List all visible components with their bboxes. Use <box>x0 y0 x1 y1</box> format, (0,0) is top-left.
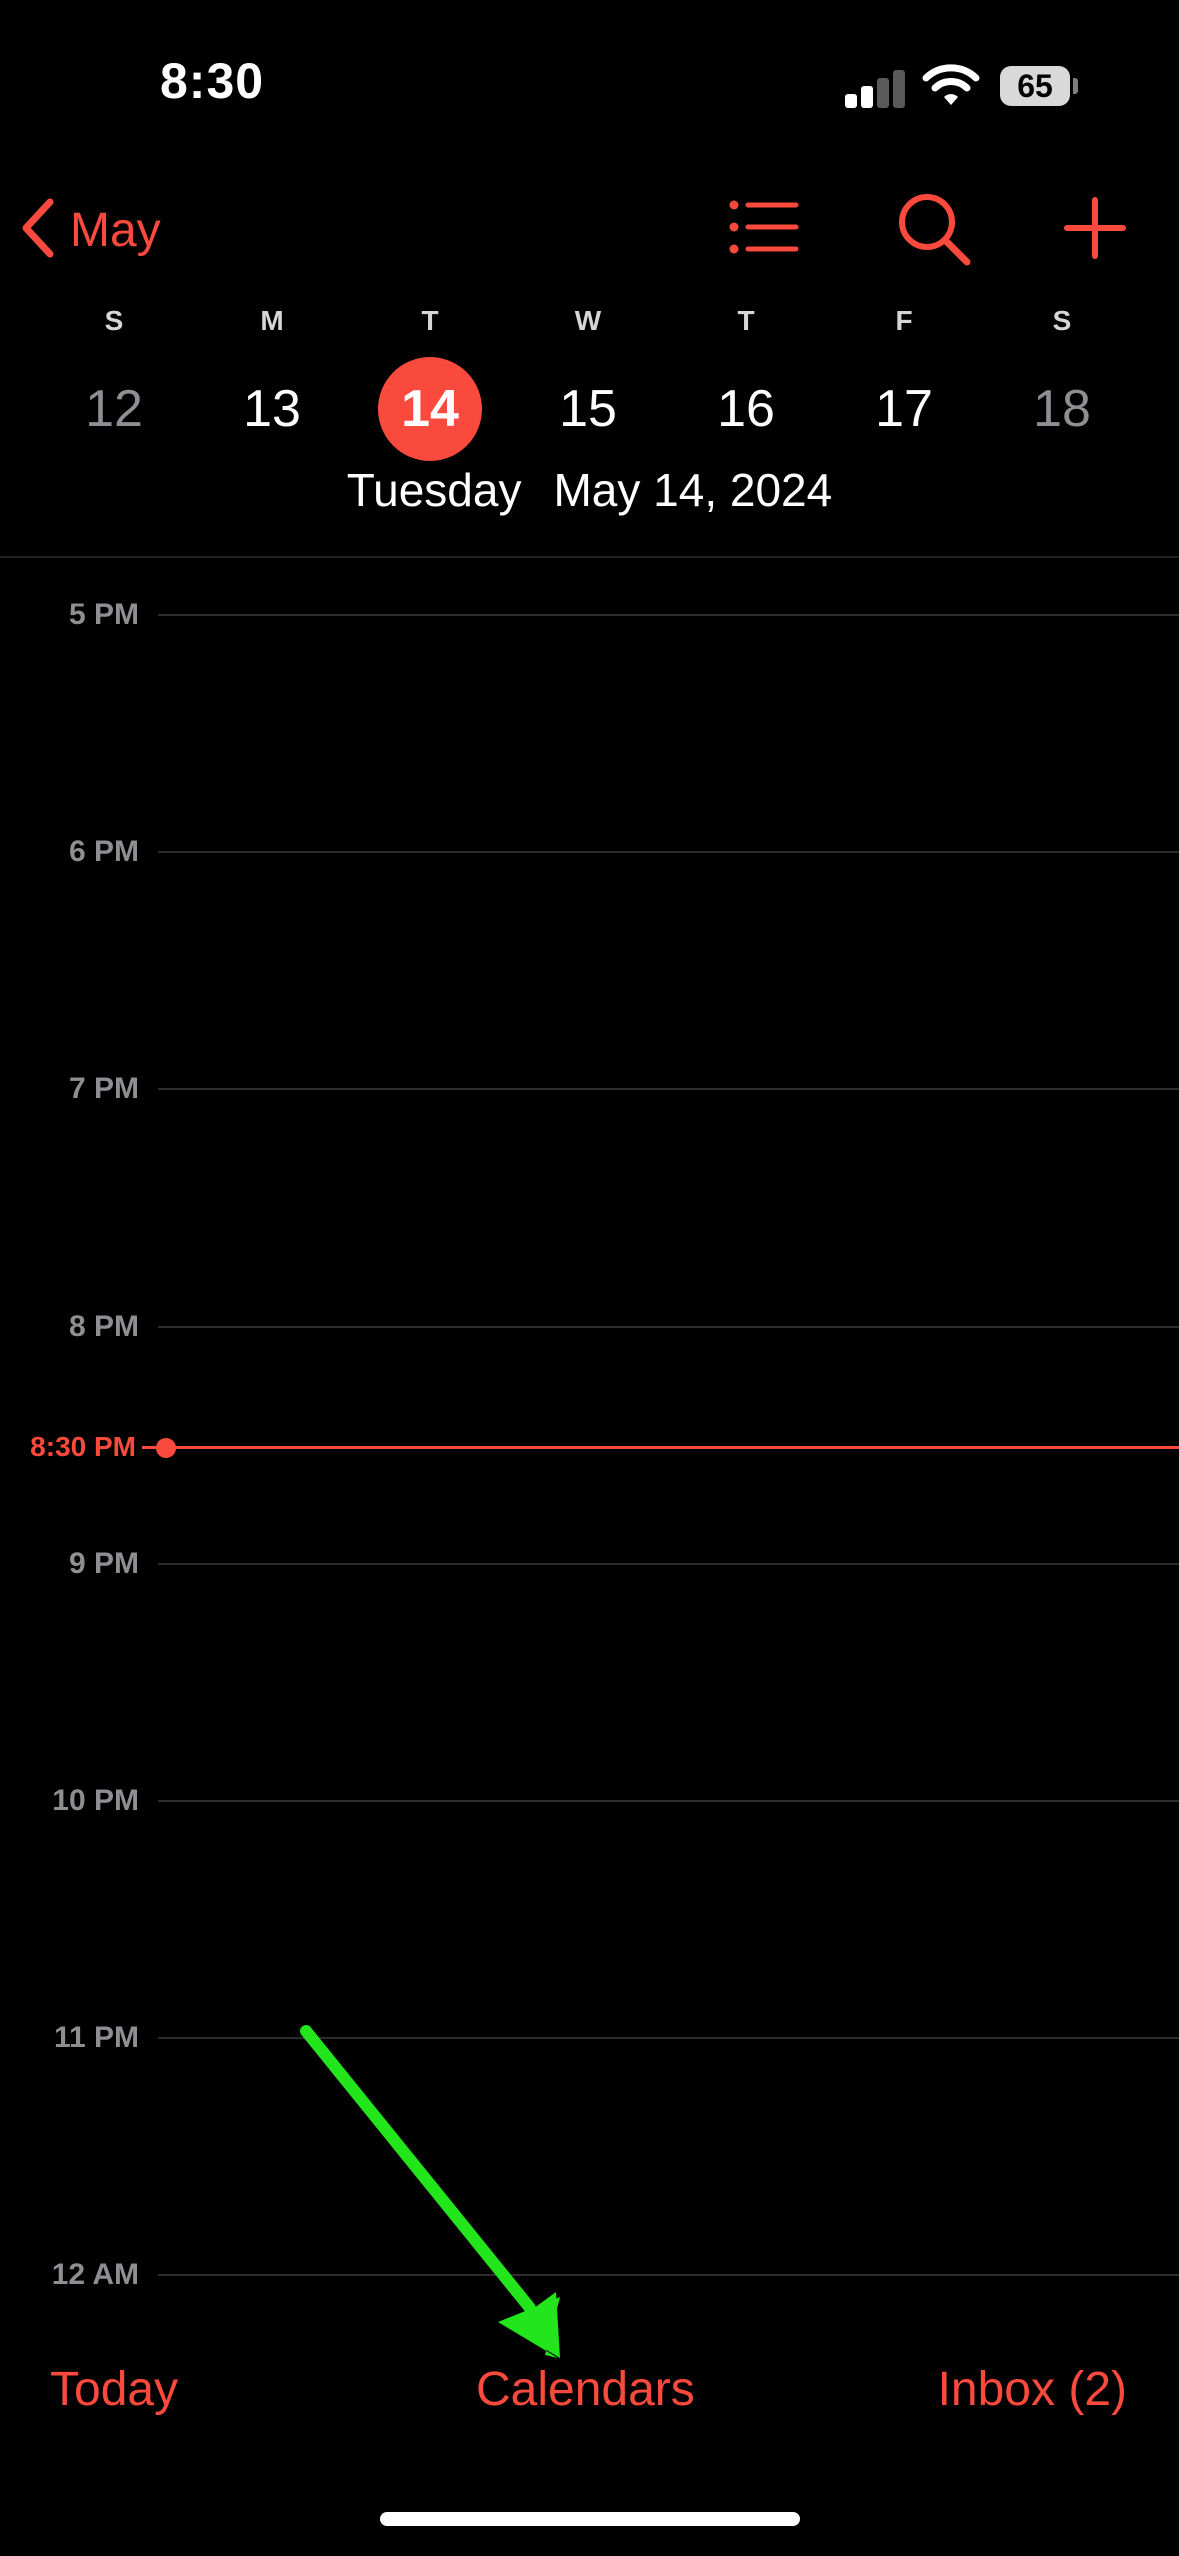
weekday-letter: S <box>1052 305 1072 336</box>
hour-row[interactable]: 10 PM <box>0 1781 1179 1821</box>
day-number: 16 <box>717 380 775 438</box>
selected-date-heading: Tuesday May 14, 2024 <box>0 463 1179 517</box>
hour-gridline <box>158 1326 1179 1328</box>
hour-row[interactable]: 6 PM <box>0 832 1179 872</box>
day-number: 12 <box>85 380 143 438</box>
weekday-letter: T <box>737 305 755 336</box>
current-time-tick <box>142 1446 158 1449</box>
home-indicator[interactable] <box>380 2512 800 2526</box>
day-number: 17 <box>875 380 933 438</box>
selected-weekday: Tuesday <box>346 464 522 516</box>
hour-gridline <box>158 2274 1179 2276</box>
hour-gridline <box>158 1800 1179 1802</box>
hour-label: 8 PM <box>68 1310 139 1343</box>
hour-label: 5 PM <box>68 598 139 631</box>
search-icon[interactable] <box>895 190 975 270</box>
hour-label: 6 PM <box>68 835 139 868</box>
day-number: 18 <box>1033 380 1091 438</box>
hour-gridline <box>158 1563 1179 1565</box>
list-icon[interactable] <box>728 195 800 259</box>
selected-day-circle: 14 <box>378 357 482 461</box>
selected-date: May 14, 2024 <box>553 464 833 516</box>
back-label: May <box>70 203 161 257</box>
hour-label: 10 PM <box>52 1784 139 1817</box>
day-number: 15 <box>559 380 617 438</box>
battery-nub <box>1073 78 1078 94</box>
hour-row[interactable]: 11 PM <box>0 2018 1179 2058</box>
hour-gridline <box>158 2037 1179 2039</box>
current-time-line <box>170 1446 1179 1449</box>
hour-label: 9 PM <box>68 1547 139 1580</box>
current-time-dot <box>156 1438 176 1458</box>
status-time: 8:30 <box>160 53 265 109</box>
hour-row[interactable]: 12 AM <box>0 2255 1179 2295</box>
hour-row[interactable]: 9 PM <box>0 1544 1179 1584</box>
hour-row[interactable]: 5 PM <box>0 595 1179 635</box>
calendars-button[interactable]: Calendars <box>476 2363 695 2416</box>
weekday-letter: F <box>895 305 913 336</box>
hour-gridline <box>158 1088 1179 1090</box>
weekday-letter: S <box>104 305 124 336</box>
header-divider <box>0 556 1179 558</box>
day-number: 14 <box>401 380 459 438</box>
day-number: 13 <box>243 380 301 438</box>
wifi-icon <box>922 62 980 108</box>
hour-label: 12 AM <box>51 2258 139 2291</box>
hour-row[interactable]: 8 PM <box>0 1307 1179 1347</box>
battery-icon: 65 <box>1000 66 1070 106</box>
weekday-letter: W <box>574 305 602 336</box>
hour-gridline <box>158 851 1179 853</box>
weekday-letter: T <box>421 305 439 336</box>
hour-label: 11 PM <box>53 2021 139 2054</box>
hour-row[interactable]: 7 PM <box>0 1069 1179 1109</box>
hour-label: 7 PM <box>68 1072 139 1105</box>
hour-gridline <box>158 614 1179 616</box>
current-time-label: 8:30 PM <box>30 1431 136 1462</box>
cellular-signal-icon <box>845 68 907 108</box>
inbox-button[interactable]: Inbox (2) <box>937 2363 1127 2416</box>
week-strip: S 12 M 13 T 14 W 15 T 16 F 17 S 18 <box>0 295 1179 475</box>
current-time-indicator: 8:30 PM <box>0 1427 1179 1467</box>
weekday-letter: M <box>260 305 284 336</box>
back-to-month-button[interactable]: May <box>20 190 161 270</box>
today-button[interactable]: Today <box>50 2363 179 2416</box>
plus-icon[interactable] <box>1062 190 1128 266</box>
chevron-left-icon <box>20 198 56 263</box>
